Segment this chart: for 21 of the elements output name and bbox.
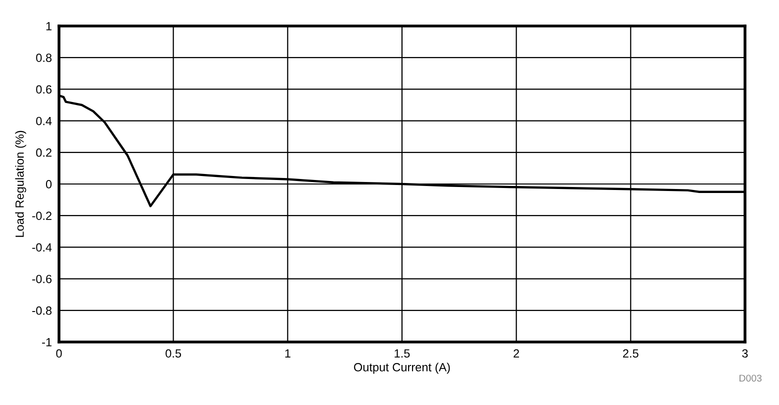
x-tick-label: 0 — [56, 349, 62, 358]
y-tick-label: -1 — [42, 338, 52, 346]
y-tick-label: 0.4 — [36, 116, 52, 126]
y-tick-label: -0.4 — [32, 243, 52, 252]
x-tick-label: 1.5 — [394, 349, 410, 358]
x-tick-label: 2 — [514, 349, 520, 358]
text: D003 — [740, 374, 762, 382]
x-tick-label: 1 — [285, 349, 290, 358]
y-tick-label: 0.6 — [36, 85, 52, 94]
y-tick-label: 0.2 — [36, 148, 52, 157]
y-tick-label: 1 — [46, 22, 52, 30]
y-tick-label: -0.8 — [32, 306, 52, 315]
x-tick-label: 2.5 — [623, 349, 638, 358]
x-tick-label: 3 — [742, 349, 748, 358]
x-axis-title: Output Current (A) — [354, 362, 450, 374]
y-tick-label: -0.6 — [32, 274, 52, 284]
y-tick-label: 0.8 — [36, 54, 52, 62]
y-axis-title: Load Regulation (%) — [15, 130, 26, 237]
y-tick-label: -0.2 — [32, 212, 52, 220]
x-tick-label: 0.5 — [166, 349, 182, 358]
y-tick-label: 0 — [46, 180, 52, 188]
